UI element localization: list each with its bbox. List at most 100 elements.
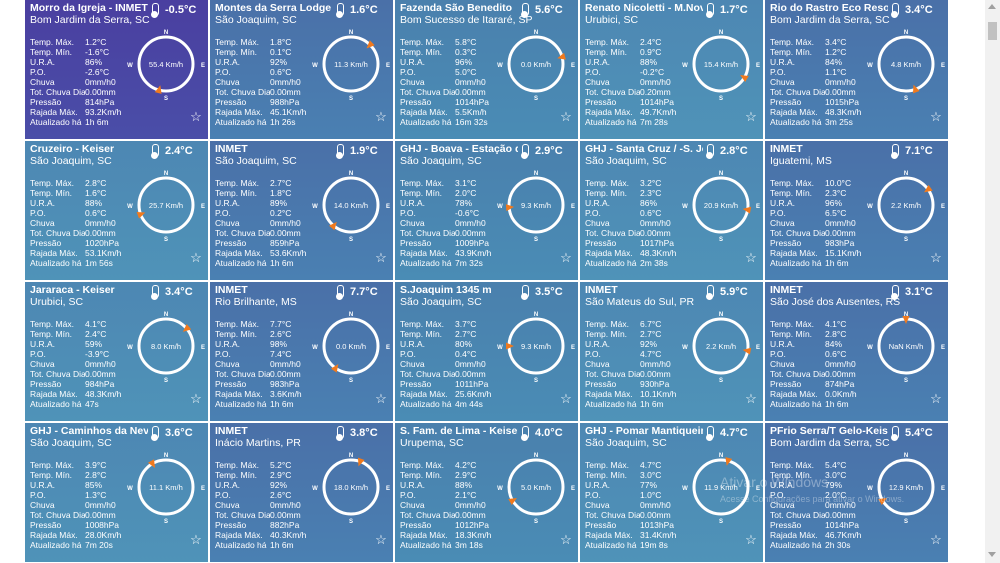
scroll-up-arrow-icon[interactable] <box>988 4 996 9</box>
star-outline-icon[interactable]: ☆ <box>560 250 572 265</box>
station-card[interactable]: Renato Nicoletti - M.Novo Urubici, SC 1.7°… <box>580 0 763 139</box>
star-outline-icon[interactable]: ☆ <box>560 109 572 124</box>
star-outline-icon[interactable]: ☆ <box>930 109 942 124</box>
stat-value-po: -2.6°C <box>85 67 110 77</box>
station-card[interactable]: INMET Rio Brilhante, MS 7.7°C Temp. Máx. 7.7… <box>210 282 393 421</box>
station-card[interactable]: INMET São Mateus do Sul, PR 5.9°C Temp. Máx… <box>580 282 763 421</box>
station-card[interactable]: GHJ - Caminhos da Neve. FSão Joaquim, SC… <box>25 423 208 562</box>
station-card[interactable]: Rio do Rastro Eco Resort Bom Jardim da Se… <box>765 0 948 139</box>
stat-row-ura: U.R.A. 85% <box>30 480 140 490</box>
star-outline-icon[interactable]: ☆ <box>930 250 942 265</box>
station-card[interactable]: Montes da Serra Lodge São Joaquim, SC 1.6°… <box>210 0 393 139</box>
station-card[interactable]: GHJ - Santa Cruz / -S. Jo São Joaquim, SC… <box>580 141 763 280</box>
stat-value-rajada: 45.1Km/h <box>270 107 307 117</box>
stat-row-atualizado: Atualizado há 1h 6m <box>30 117 140 127</box>
station-name: INMET <box>585 284 618 296</box>
star-outline-icon[interactable]: ☆ <box>190 391 202 406</box>
station-card[interactable]: INMET Inácio Martins, PR 3.8°C Temp. Máx. 5.… <box>210 423 393 562</box>
station-card[interactable]: GHJ - Pomar Mantiqueira BSão Joaquim, SC… <box>580 423 763 562</box>
star-outline-icon[interactable]: ☆ <box>375 109 387 124</box>
stat-label-chuva: Chuva <box>770 359 795 369</box>
station-card[interactable]: Cruzeiro - Keiser São Joaquim, SC 2.4°C Tem… <box>25 141 208 280</box>
station-temperature: 7.1°C <box>905 145 933 157</box>
station-name: GHJ - Boava - Estação da <box>400 143 518 155</box>
star-outline-icon[interactable]: ☆ <box>745 250 757 265</box>
wind-direction-arrow-icon <box>147 459 155 468</box>
star-outline-icon[interactable]: ☆ <box>930 391 942 406</box>
star-outline-icon[interactable]: ☆ <box>560 532 572 547</box>
station-name: INMET <box>215 284 248 296</box>
stat-value-po: -0.2°C <box>640 67 665 77</box>
station-card[interactable]: PFrio Serra/T Gelo-Keiser Bom Jardim da S… <box>765 423 948 562</box>
star-outline-icon[interactable]: ☆ <box>190 250 202 265</box>
station-name: INMET <box>215 143 248 155</box>
compass-letter-n: N <box>904 171 908 177</box>
station-card[interactable]: Jararaca - Keiser Urubici, SC 3.4°C Temp. M… <box>25 282 208 421</box>
station-card[interactable]: INMET São Joaquim, SC 1.9°C Temp. Máx. 2.7°C… <box>210 141 393 280</box>
scrollbar[interactable] <box>985 0 1000 563</box>
stat-row-tmin: Temp. Mín. 2.8°C <box>30 470 140 480</box>
stat-label-tmin: Temp. Mín. <box>30 329 73 339</box>
station-stats: Temp. Máx. 10.0°C Temp. Mín. 2.3°C U.R.A. 96%… <box>770 178 880 268</box>
scroll-thumb[interactable] <box>988 22 997 40</box>
stat-value-atualizado: 1h 6m <box>270 399 294 409</box>
station-name: GHJ - Santa Cruz / -S. Jo <box>585 143 703 155</box>
star-outline-icon[interactable]: ☆ <box>190 532 202 547</box>
star-outline-icon[interactable]: ☆ <box>745 391 757 406</box>
star-outline-icon[interactable]: ☆ <box>190 109 202 124</box>
star-outline-icon[interactable]: ☆ <box>375 532 387 547</box>
stat-row-tot: Tot. Chuva Dia 0.00mm <box>30 87 140 97</box>
stat-value-ura: 98% <box>270 339 288 349</box>
stat-label-rajada: Rajada Máx. <box>30 530 78 540</box>
wind-compass: N S W E 15.4 Km/h <box>682 30 760 102</box>
stat-row-tmax: Temp. Máx. 2.7°C <box>215 178 325 188</box>
stat-value-pressao: 1011hPa <box>455 379 489 389</box>
stat-label-rajada: Rajada Máx. <box>400 389 448 399</box>
star-outline-icon[interactable]: ☆ <box>930 532 942 547</box>
wind-speed: 14.0 Km/h <box>334 201 368 210</box>
station-card[interactable]: Morro da Igreja - INMET Bom Jardim da Ser… <box>25 0 208 139</box>
stat-label-chuva: Chuva <box>585 500 610 510</box>
stat-value-po: 2.1°C <box>455 490 477 500</box>
star-outline-icon[interactable]: ☆ <box>745 109 757 124</box>
stat-value-rajada: 3.6Km/h <box>270 389 302 399</box>
station-card[interactable]: GHJ - Boava - Estação da São Joaquim, SC 2… <box>395 141 578 280</box>
star-outline-icon[interactable]: ☆ <box>375 391 387 406</box>
station-name: GHJ - Caminhos da Neve. F <box>30 425 148 437</box>
compass-letter-e: E <box>386 204 390 210</box>
stat-value-rajada: 93.2Km/h <box>85 107 122 117</box>
compass-letter-w: W <box>497 204 503 210</box>
compass-letter-n: N <box>349 453 353 459</box>
stat-value-po: 2.6°C <box>270 490 292 500</box>
station-card[interactable]: INMET Iguatemi, MS 7.1°C Temp. Máx. 10.0°C Te… <box>765 141 948 280</box>
stat-value-atualizado: 1h 6m <box>270 540 294 550</box>
station-card[interactable]: S. Fam. de Lima - Keiser Urupema, SC 4.0°C… <box>395 423 578 562</box>
stat-value-tmin: 3.0°C <box>640 470 662 480</box>
compass-letter-n: N <box>904 453 908 459</box>
stat-label-po: P.O. <box>400 208 416 218</box>
stat-label-atualizado: Atualizado há <box>585 399 637 409</box>
compass-ring <box>877 176 935 234</box>
stat-value-atualizado: 1m 56s <box>85 258 113 268</box>
stat-label-rajada: Rajada Máx. <box>400 530 448 540</box>
station-card[interactable]: Fazenda São Benedito Bom Sucesso de Itara… <box>395 0 578 139</box>
stat-row-ura: U.R.A. 84% <box>770 339 880 349</box>
star-outline-icon[interactable]: ☆ <box>375 250 387 265</box>
station-card[interactable]: S.Joaquim 1345 m São Joaquim, SC 3.5°C Temp… <box>395 282 578 421</box>
stat-label-rajada: Rajada Máx. <box>215 389 263 399</box>
stat-label-po: P.O. <box>30 349 46 359</box>
scroll-down-arrow-icon[interactable] <box>988 552 996 557</box>
stat-value-tot: 0.00mm <box>825 369 856 379</box>
stat-row-rajada: Rajada Máx. 48.3Km/h <box>770 107 880 117</box>
station-card[interactable]: INMET São José dos Ausentes, RS 3.1°C Temp.… <box>765 282 948 421</box>
stat-row-ura: U.R.A. 92% <box>585 339 695 349</box>
wind-direction-arrow-icon <box>742 206 752 214</box>
compass-ring <box>322 317 380 375</box>
thermometer-icon <box>151 144 159 159</box>
stat-value-atualizado: 4m 44s <box>455 399 483 409</box>
station-temperature: 4.7°C <box>720 427 748 439</box>
star-outline-icon[interactable]: ☆ <box>560 391 572 406</box>
stat-row-chuva: Chuva 0mm/h0 <box>585 77 695 87</box>
stat-value-tmax: 2.7°C <box>270 178 292 188</box>
star-outline-icon[interactable]: ☆ <box>745 532 757 547</box>
